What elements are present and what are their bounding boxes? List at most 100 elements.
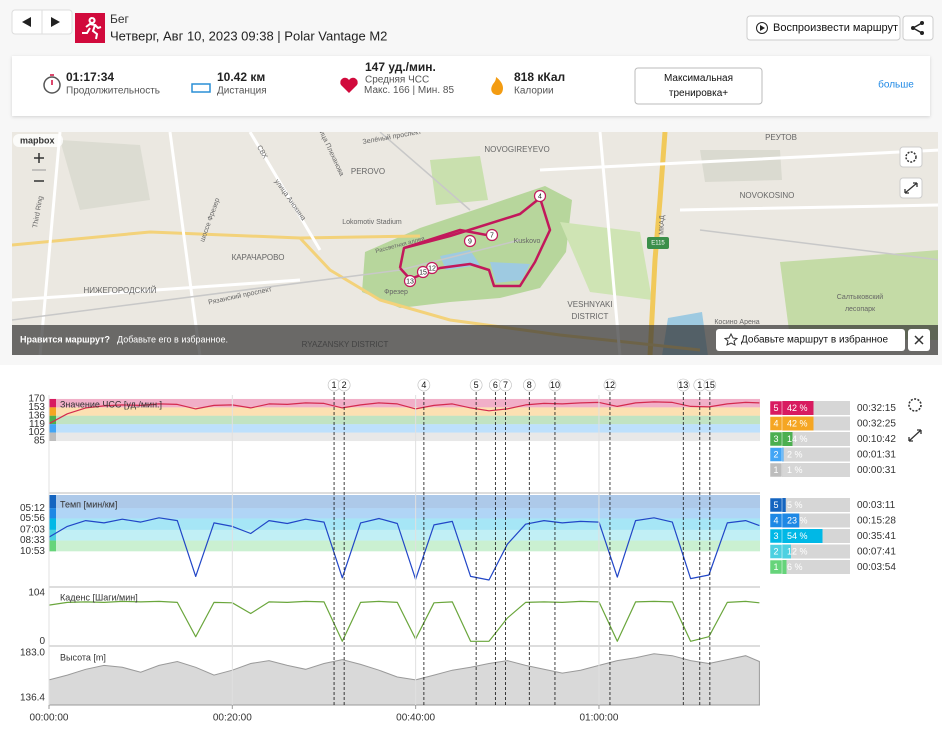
panel-title: Каденс [Шаги/мин] xyxy=(60,592,138,602)
banner-question: Нравится маршрут? xyxy=(20,334,110,344)
lap-badge xyxy=(603,378,617,392)
map-label: Lokomotiv Stadium xyxy=(342,219,402,226)
zone-percent: 6 % xyxy=(787,562,803,572)
lap-marker xyxy=(463,234,477,248)
chart-settings-button[interactable] xyxy=(908,398,922,412)
favorite-button[interactable]: Добавьте маршрут в избранное xyxy=(716,329,905,351)
x-tick-label: 00:40:00 xyxy=(396,713,435,724)
calories-label: Калории xyxy=(514,86,554,97)
zone-number: 5 xyxy=(773,500,778,510)
zone-number-bg xyxy=(769,528,783,544)
zone-percent: 12 % xyxy=(787,546,808,556)
x-tick-label: 01:00:00 xyxy=(579,713,618,724)
lap-label: 1 xyxy=(332,380,337,390)
zone-percent: 1 % xyxy=(787,465,803,475)
banner-text: Добавьте его в избранное. xyxy=(117,334,228,344)
zone-strip xyxy=(49,508,56,519)
mapbox-attribution: mapbox xyxy=(20,135,55,145)
map-block xyxy=(60,140,150,210)
expand-icon[interactable] xyxy=(908,429,922,442)
map-label: лесопарк xyxy=(845,306,876,313)
map-label: PEROVO xyxy=(351,167,385,176)
map-settings-button[interactable] xyxy=(899,146,923,168)
zoom-controls[interactable] xyxy=(32,153,46,182)
duration-value: 01:17:34 xyxy=(66,70,114,84)
lap-label: 13 xyxy=(678,380,688,390)
avg-hr-value: 147 уд./мин. xyxy=(365,60,436,74)
zone-strip xyxy=(49,415,56,425)
forward-arrow[interactable] xyxy=(51,17,60,27)
button-label[interactable]: Воспроизвести маршрут xyxy=(773,22,898,34)
series-line xyxy=(48,600,760,642)
button-label[interactable]: Максимальная тренировка+ xyxy=(663,73,734,99)
zone-number: 1 xyxy=(773,465,778,475)
nav-buttons[interactable] xyxy=(11,9,73,35)
zone-number-bg xyxy=(769,559,783,575)
y-tick-label: 10:53 xyxy=(20,546,45,557)
map-label: NOVOGIREYEVO xyxy=(484,145,549,154)
zone-band xyxy=(49,518,760,530)
lap-marker xyxy=(403,274,417,288)
map-street xyxy=(12,132,938,355)
zoom-icons[interactable] xyxy=(34,153,44,182)
x-tick-label: 00:20:00 xyxy=(213,713,252,724)
lap-label: 10 xyxy=(550,380,560,390)
zone-band xyxy=(49,495,760,509)
activity-title: Бег xyxy=(110,12,130,26)
zone-percent: 23 % xyxy=(787,515,808,525)
zone-strip xyxy=(49,424,56,433)
zone-bar xyxy=(770,529,823,543)
map-label: Фрезер xyxy=(384,289,408,296)
map-label: МКАД xyxy=(659,215,667,235)
zone-percent: 14 % xyxy=(787,434,808,444)
map-label: НИЖЕГОРОДСКИЙ xyxy=(84,286,157,295)
lap-marker xyxy=(533,189,547,203)
expand-icon xyxy=(904,182,918,194)
star-icon xyxy=(723,332,739,346)
series-line xyxy=(48,401,760,425)
lap-badge xyxy=(522,378,536,392)
gear-icon[interactable] xyxy=(908,398,922,412)
calories-icon xyxy=(491,77,503,95)
zone-band xyxy=(49,424,760,433)
map-expand-button[interactable] xyxy=(899,177,923,199)
map-water xyxy=(490,262,530,283)
more-link[interactable]: больше xyxy=(878,79,914,91)
play-route-button[interactable]: Воспроизвести маршрут xyxy=(746,15,901,41)
lap-label: 1 xyxy=(697,380,702,390)
hr-range: Макс. 166 | Мин. 85 xyxy=(364,85,455,96)
share-button[interactable] xyxy=(902,15,934,41)
zone-strip xyxy=(49,432,56,442)
lap-badge xyxy=(337,378,351,392)
close-banner-button[interactable] xyxy=(908,329,930,351)
back-arrow[interactable] xyxy=(22,17,31,27)
map-label: DISTRICT xyxy=(572,312,609,321)
distance-value: 10.42 км xyxy=(217,70,265,84)
calories-value: 818 кКал xyxy=(514,70,565,84)
y-tick-label: 0 xyxy=(39,636,45,647)
chart-expand-button[interactable] xyxy=(908,429,922,442)
zone-number-bg xyxy=(769,462,783,478)
button-label[interactable]: Добавьте маршрут в избранное xyxy=(741,334,888,346)
activity-subtitle: Четверг, Авг 10, 2023 09:38 | Polar Vant… xyxy=(110,28,387,43)
lap-label: 5 xyxy=(474,380,479,390)
lap-badge xyxy=(469,378,483,392)
route xyxy=(398,196,552,288)
zone-number-bg xyxy=(769,513,783,528)
runner-glyph xyxy=(82,17,102,40)
y-tick-label: 136 xyxy=(28,410,45,421)
y-tick-label: 119 xyxy=(29,419,45,430)
map-block xyxy=(700,150,782,182)
zone-number-bg xyxy=(769,416,783,431)
map-label: NOVOKOSINO xyxy=(740,191,795,200)
button-box xyxy=(746,15,901,41)
y-tick-label: 102 xyxy=(28,427,45,438)
zone-time: 00:01:31 xyxy=(857,450,896,461)
lap-label: 7 xyxy=(503,380,508,390)
y-tick-label: 170 xyxy=(28,394,45,405)
gear-icon xyxy=(905,151,917,163)
y-tick-label: 05:12 xyxy=(20,503,45,514)
training-button[interactable]: Максимальная тренировка+ xyxy=(634,67,763,105)
